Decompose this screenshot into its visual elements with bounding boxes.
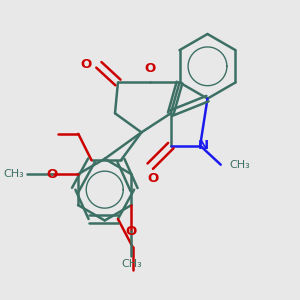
Text: O: O bbox=[126, 225, 137, 238]
Text: CH₃: CH₃ bbox=[230, 160, 250, 170]
Text: O: O bbox=[145, 62, 156, 75]
Text: O: O bbox=[46, 168, 57, 181]
Text: O: O bbox=[148, 172, 159, 185]
Text: O: O bbox=[80, 58, 92, 71]
Text: CH₃: CH₃ bbox=[121, 260, 142, 269]
Text: N: N bbox=[197, 139, 209, 152]
Text: CH₃: CH₃ bbox=[3, 169, 24, 179]
